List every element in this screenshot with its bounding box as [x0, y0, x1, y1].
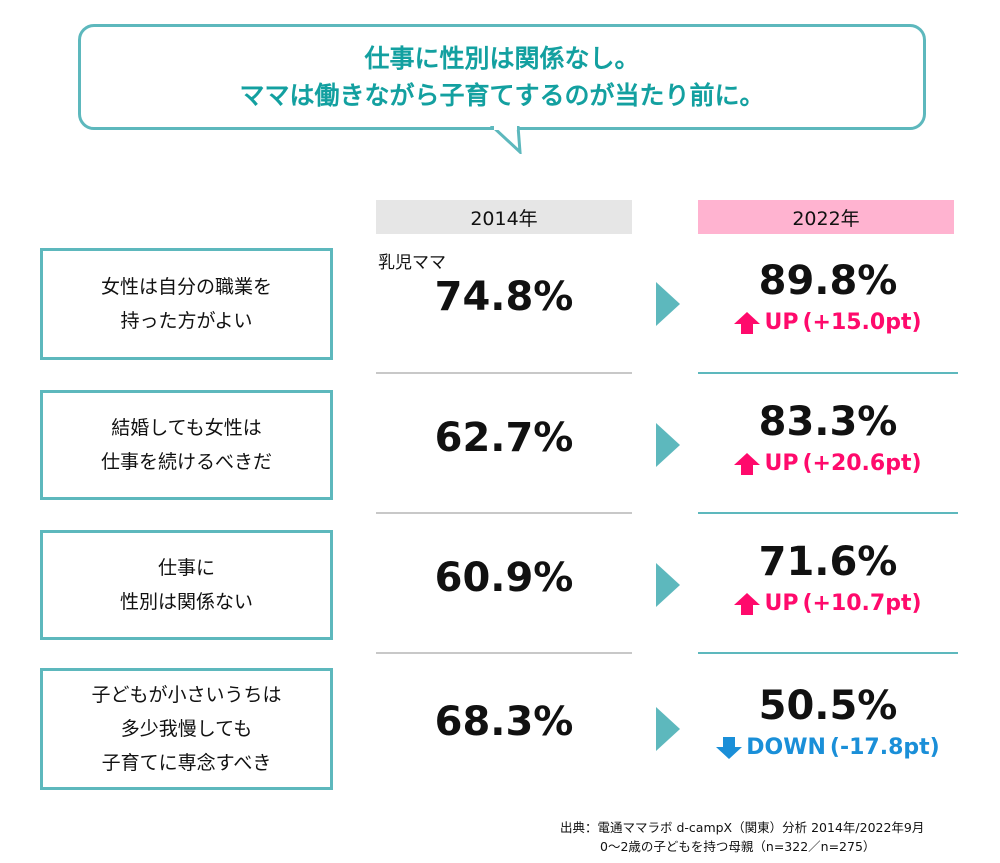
headline-line1: 仕事に性別は関係なし。	[364, 44, 640, 73]
question-line: 子どもが小さいうちは	[91, 684, 282, 706]
up-arrow-icon	[734, 452, 761, 475]
question-line: 子育てに専念すべき	[101, 752, 272, 774]
source-line1: 出典：電通ママラボ d-campX（関東）分析 2014年/2022年9月	[560, 820, 925, 835]
arrow-right-icon	[656, 563, 680, 607]
change-diff: (+20.6pt)	[802, 451, 922, 476]
question-line: 仕事に	[157, 557, 215, 579]
value-2014: 60.9%	[434, 555, 574, 601]
question-line: 仕事を続けるべきだ	[100, 451, 272, 473]
value-2022: 50.5%	[758, 683, 898, 729]
headline-bubble: 仕事に性別は関係なし。 ママは働きながら子育てするのが当たり前に。	[78, 24, 926, 130]
value-2014: 74.8%	[434, 274, 574, 320]
change-direction: UP	[764, 310, 799, 335]
arrow-right-icon	[656, 282, 680, 326]
question-box: 女性は自分の職業を 持った方がよい	[40, 248, 333, 360]
change-diff: (-17.8pt)	[829, 735, 940, 760]
value-2022: 89.8%	[758, 258, 898, 304]
source-line2: 0〜2歳の子どもを持つ母親（n=322／n=275）	[600, 839, 876, 854]
value-2022: 71.6%	[758, 539, 898, 585]
change-direction: UP	[764, 451, 799, 476]
divider	[376, 372, 632, 374]
change-diff: (+10.7pt)	[802, 591, 922, 616]
change-direction: DOWN	[746, 735, 826, 760]
divider	[376, 652, 632, 654]
header-2014: 2014年	[376, 200, 632, 234]
divider	[698, 652, 958, 654]
question-box: 仕事に 性別は関係ない	[40, 530, 333, 640]
value-2014: 62.7%	[434, 415, 574, 461]
value-2022: 83.3%	[758, 399, 898, 445]
change-indicator: UP (+10.7pt)	[698, 591, 958, 616]
change-indicator: UP (+20.6pt)	[698, 451, 958, 476]
up-arrow-icon	[734, 592, 761, 615]
question-box: 子どもが小さいうちは 多少我慢しても 子育てに専念すべき	[40, 668, 333, 790]
divider	[698, 372, 958, 374]
question-line: 多少我慢しても	[120, 718, 253, 740]
sublabel: 乳児ママ	[378, 253, 446, 273]
headline-line2: ママは働きながら子育てするのが当たり前に。	[239, 81, 765, 110]
header-2022: 2022年	[698, 200, 954, 234]
up-arrow-icon	[734, 311, 761, 334]
change-indicator: DOWN (-17.8pt)	[698, 735, 958, 760]
question-line: 女性は自分の職業を	[100, 276, 272, 298]
arrow-right-icon	[656, 707, 680, 751]
arrow-right-icon	[656, 423, 680, 467]
value-2014: 68.3%	[434, 699, 574, 745]
question-line: 結婚しても女性は	[111, 417, 262, 439]
question-line: 性別は関係ない	[119, 591, 253, 613]
divider	[376, 512, 632, 514]
change-diff: (+15.0pt)	[802, 310, 922, 335]
down-arrow-icon	[716, 736, 743, 759]
question-line: 持った方がよい	[120, 310, 253, 332]
change-direction: UP	[764, 591, 799, 616]
change-indicator: UP (+15.0pt)	[698, 310, 958, 335]
question-box: 結婚しても女性は 仕事を続けるべきだ	[40, 390, 333, 500]
divider	[698, 512, 958, 514]
bubble-tail	[490, 126, 522, 154]
